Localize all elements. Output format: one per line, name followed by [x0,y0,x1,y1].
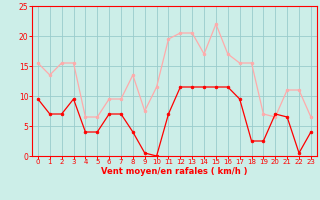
X-axis label: Vent moyen/en rafales ( km/h ): Vent moyen/en rafales ( km/h ) [101,167,248,176]
